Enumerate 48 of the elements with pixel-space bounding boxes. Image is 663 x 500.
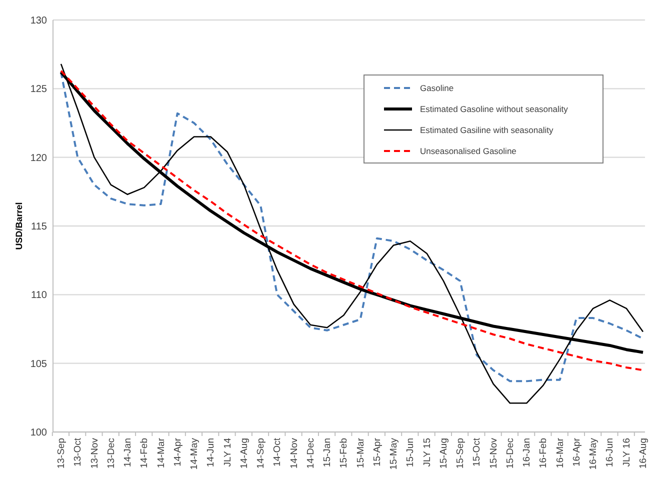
x-tick-label: 16-Aug [638,438,649,469]
legend-label: Unseasonalised Gasoline [420,146,517,156]
x-tick-label: 16-Mar [554,438,566,468]
x-tick-label: 16-Jan [522,438,533,468]
x-tick-label: 15-Sep [455,438,466,469]
x-tick-label: 15-Oct [472,438,483,467]
x-tick-label: JLY 16 [621,438,632,467]
y-tick-label: 100 [30,428,48,438]
x-tick-label: 15-Jan [322,438,334,468]
legend-label: Estimated Gasiline with seasonality [420,124,554,135]
x-tick-label: 14-Aug [238,438,250,469]
x-tick-label: 16-Jun [604,438,616,468]
x-tick-label: 15-Dec [504,438,516,469]
x-tick-label: 13-Oct [72,438,84,467]
y-tick-label: 110 [31,290,48,302]
x-tick-label: 15-Apr [372,438,383,467]
x-tick-label: 15-Aug [438,438,450,469]
x-tick-label: 14-Jan [122,438,134,468]
y-tick-label: 125 [30,84,48,96]
x-tick-label: 14-Nov [288,438,300,469]
x-tick-label: 14-Apr [172,438,184,467]
x-tick-label: 14-Sep [256,438,267,469]
x-tick-label: 15-Feb [338,438,350,468]
x-tick-label: 16-Feb [538,438,550,468]
x-tick-label: JLY 14 [222,438,234,467]
x-tick-label: 13-Dec [106,438,117,469]
x-tick-label: 14-Oct [272,438,284,467]
y-tick-label: 105 [30,358,48,370]
x-tick-label: 14-Mar [156,438,167,468]
x-tick-label: 16-May [588,438,600,470]
x-tick-label: 15-May [388,438,400,470]
x-tick-label: 13-Sep [56,438,67,469]
x-tick-label: 15-Mar [355,438,366,468]
y-tick-label: 130 [30,16,48,26]
x-tick-label: 15-Jun [405,438,416,468]
x-tick-label: 15-Nov [488,438,500,469]
x-tick-label: 14-May [189,438,200,470]
x-tick-label: 14-Jun [206,438,217,468]
x-tick-label: 14-Feb [139,438,150,468]
legend-label: Estimated Gasoline without seasonality [420,104,569,114]
y-tick-label: 115 [31,222,48,232]
legend-label: Gasoline [420,82,454,93]
x-tick-label: JLY 15 [422,438,433,467]
y-tick-label: 120 [30,152,48,164]
x-tick-label: 14-Dec [305,438,316,469]
x-tick-label: 16-Apr [571,438,582,467]
x-tick-label: 13-Nov [89,438,100,469]
y-axis-title: USD/Barrel [14,202,24,250]
